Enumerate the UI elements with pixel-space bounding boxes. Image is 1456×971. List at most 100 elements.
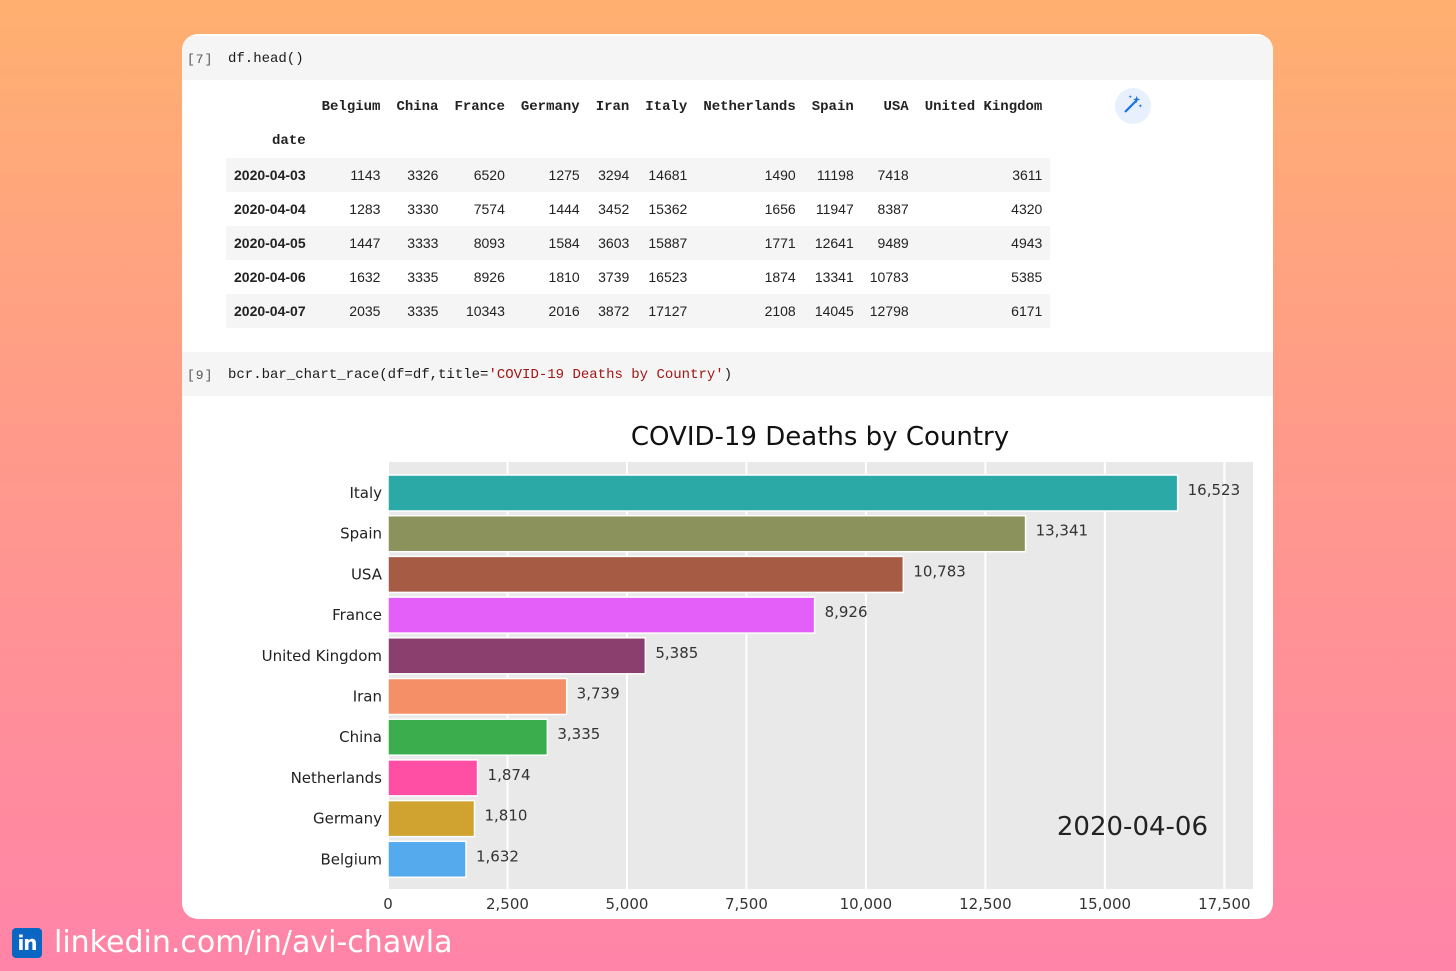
footer: in linkedin.com/in/avi-chawla (12, 925, 452, 960)
category-label: Spain (340, 525, 382, 543)
table-cell: 8926 (473, 269, 505, 285)
dataframe-body: 2020-04-03 1143 3326 6520 1275 3294 14681 1490 1… (226, 158, 1051, 328)
table-cell: 1632 (349, 269, 381, 285)
table-cell: 3611 (1012, 167, 1043, 183)
bar (387, 596, 816, 634)
bar (387, 474, 1179, 512)
table-cell: 1874 (764, 269, 796, 285)
table-cell: 1771 (764, 235, 796, 251)
table-cell: 2016 (548, 303, 580, 319)
code-cell-9[interactable]: [9] bcr.bar_chart_race(df=df,title='COVI… (182, 352, 1273, 396)
table-cell: 15887 (648, 235, 688, 251)
column-header: Iran (595, 99, 630, 115)
table-cell: 7418 (877, 167, 909, 183)
table-cell: 11947 (815, 201, 854, 217)
bar-chart-race: 0 2,500 5,000 7,500 10,000 12,500 15,000 17,500… (262, 462, 1253, 913)
value-label: 3,335 (557, 725, 600, 743)
table-cell: 5385 (1011, 269, 1043, 285)
value-label: 3,739 (577, 685, 620, 703)
category-label: Iran (353, 688, 382, 706)
column-header: Germany (520, 99, 580, 115)
code-cell-7[interactable]: [7] df.head() (182, 36, 1273, 80)
bar (387, 759, 479, 797)
column-header: Belgium (321, 99, 381, 115)
table-cell: 3294 (598, 167, 630, 183)
table-cell: 1275 (548, 167, 580, 183)
linkedin-icon: in (12, 927, 42, 958)
value-label: 1,810 (485, 807, 528, 825)
table-cell: 6520 (473, 167, 505, 183)
table-cell: 4943 (1011, 235, 1043, 251)
table-cell: 1447 (349, 235, 381, 251)
table-cell: 10783 (869, 269, 909, 285)
x-tick-label: 5,000 (605, 895, 648, 913)
column-header: USA (883, 99, 909, 115)
row-index-date: 2020-04-06 (234, 269, 306, 285)
bar (387, 840, 467, 879)
category-label: USA (351, 565, 383, 583)
x-tick-label: 10,000 (840, 895, 893, 913)
value-label: 10,783 (913, 562, 966, 580)
x-tick-label: 15,000 (1079, 895, 1132, 913)
magic-suggest-button[interactable] (1115, 88, 1151, 124)
row-index-date: 2020-04-03 (234, 167, 306, 183)
category-label: Germany (313, 810, 382, 828)
cell-code[interactable]: bcr.bar_chart_race(df=df,title='COVID-19… (228, 367, 732, 383)
table-cell: 12641 (814, 235, 854, 251)
bar (387, 677, 568, 716)
table-cell: 11198 (816, 167, 854, 183)
code-string-literal: 'COVID-19 Deaths by Country' (488, 367, 724, 383)
value-label: 1,874 (488, 766, 531, 784)
table-cell: 3452 (598, 201, 630, 217)
table-cell: 1143 (350, 167, 381, 183)
x-tick-label: 7,500 (725, 895, 768, 913)
value-label: 8,926 (825, 603, 868, 621)
table-cell: 10343 (465, 303, 505, 319)
table-cell: 2108 (764, 303, 796, 319)
table-cell: 3335 (407, 269, 439, 285)
chart-title: COVID-19 Deaths by Country (630, 422, 1010, 452)
table-cell: 3872 (598, 303, 630, 319)
dataframe-output: Belgium China France Germany Iran Italy Nether… (226, 90, 1051, 328)
table-cell: 9489 (877, 235, 909, 251)
bar (387, 555, 905, 594)
code-call: bcr.bar_chart_race(df=df,title= (228, 367, 489, 383)
cell-code[interactable]: df.head() (228, 51, 304, 67)
table-cell: 15362 (648, 201, 688, 217)
table-cell: 14045 (814, 303, 854, 319)
value-label: 16,523 (1188, 481, 1241, 499)
table-cell: 13341 (814, 269, 854, 285)
table-cell: 1584 (548, 235, 580, 251)
table-cell: 1656 (764, 201, 796, 217)
table-cell: 3333 (407, 235, 439, 251)
category-label: Italy (349, 484, 382, 502)
table-cell: 3335 (407, 303, 439, 319)
bar (387, 514, 1027, 553)
period-label: 2020-04-06 (1057, 812, 1208, 842)
table-row: 2020-04-04 1283 3330 7574 1444 3452 15362 1656 1… (226, 192, 1050, 226)
table-cell: 1490 (764, 167, 796, 183)
table-row: 2020-04-07 2035 3335 10343 2016 3872 17127 2108… (226, 294, 1051, 328)
table-cell: 1283 (349, 201, 381, 217)
notebook-card: [7] df.head() Belgium China France Germany I… (182, 34, 1273, 919)
column-header: United Kingdom (924, 99, 1043, 115)
table-cell: 16523 (648, 269, 688, 285)
bar (387, 718, 549, 756)
table-cell: 6171 (1011, 303, 1043, 319)
table-cell: 12798 (869, 303, 909, 319)
table-cell: 3326 (407, 167, 439, 183)
table-row: 2020-04-03 1143 3326 6520 1275 3294 14681 1490 1… (226, 158, 1051, 192)
footer-link-text[interactable]: linkedin.com/in/avi-chawla (54, 925, 453, 960)
table-cell: 3330 (407, 201, 439, 217)
dataframe-index-name-row: date (226, 124, 1050, 158)
table-cell: 4320 (1011, 201, 1043, 217)
category-label: Belgium (321, 850, 383, 868)
table-cell: 3603 (598, 235, 630, 251)
x-tick-label: 0 (383, 895, 393, 913)
x-tick-label: 2,500 (486, 895, 529, 913)
table-cell: 2035 (349, 303, 381, 319)
table-cell: 17127 (648, 303, 688, 319)
bar (387, 799, 476, 838)
table-cell: 8387 (877, 201, 909, 217)
x-tick-label: 17,500 (1198, 895, 1251, 913)
